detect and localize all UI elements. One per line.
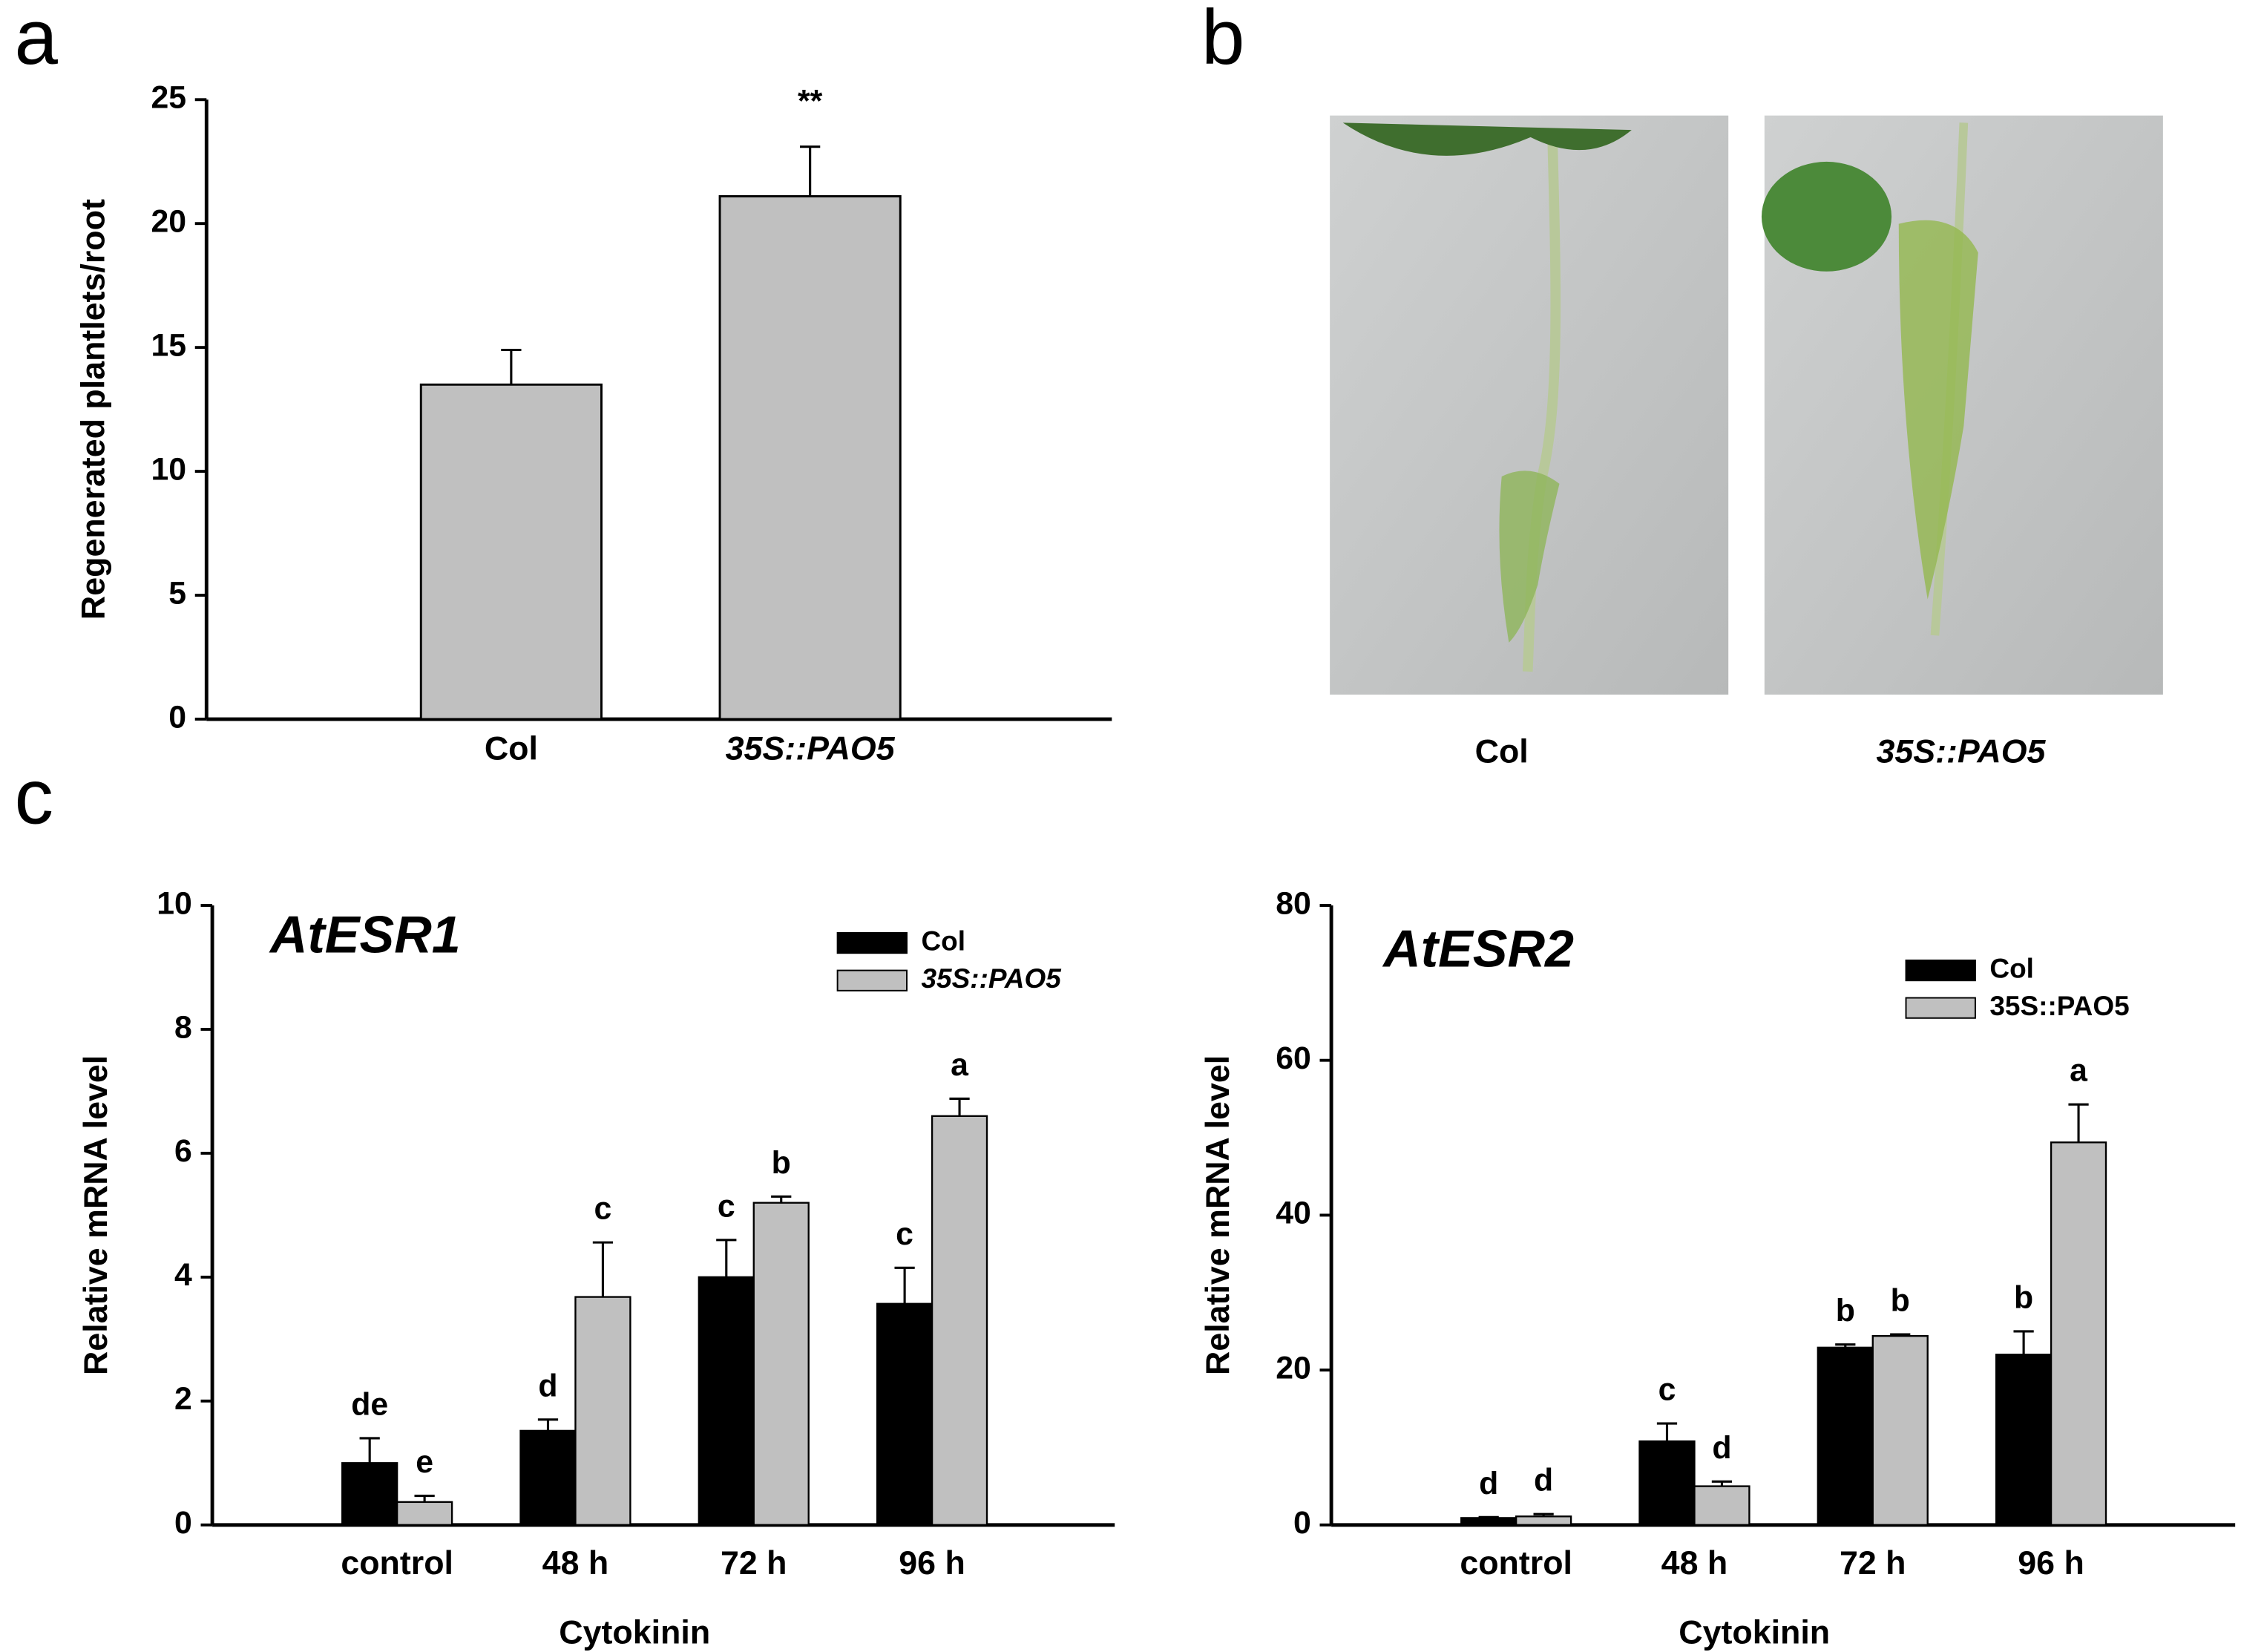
- x-tick-label: 72 h: [721, 1544, 787, 1581]
- panel-label: a: [15, 0, 59, 81]
- significance-letter: e: [416, 1444, 433, 1480]
- x-tick-label: 72 h: [1840, 1544, 1906, 1581]
- x-tick-label: 35S::PAO5: [726, 730, 896, 767]
- x-tick-label: control: [1460, 1544, 1572, 1581]
- significance-letter: d: [1479, 1466, 1498, 1501]
- legend-swatch: [836, 969, 908, 991]
- y-tick-label: 20: [151, 204, 186, 240]
- significance-letter: de: [351, 1386, 388, 1422]
- significance-letter: d: [538, 1368, 557, 1403]
- x-axis-label: Cytokinin: [559, 1613, 710, 1651]
- y-axis-label: Regenerated plantlets/root: [74, 199, 111, 620]
- x-tick-label: control: [341, 1544, 453, 1581]
- significance-letter: c: [718, 1188, 735, 1224]
- bar: [419, 383, 603, 721]
- bar: [1638, 1440, 1696, 1526]
- chart-title: AtESR1: [269, 905, 461, 963]
- photo-caption: Col: [1475, 733, 1529, 770]
- legend-swatch: [1905, 959, 1976, 982]
- bar: [698, 1276, 755, 1526]
- y-axis-label: Relative mRNA level: [77, 1055, 114, 1375]
- bar: [341, 1462, 398, 1526]
- significance-letter: d: [1712, 1430, 1731, 1466]
- x-axis-label: Cytokinin: [1679, 1613, 1830, 1651]
- y-tick-label: 0: [1293, 1505, 1311, 1541]
- y-tick-label: 0: [174, 1505, 192, 1541]
- y-tick-label: 80: [1276, 885, 1311, 921]
- bar: [1817, 1346, 1874, 1526]
- bar: [752, 1202, 810, 1526]
- significance-letter: c: [1658, 1372, 1676, 1408]
- y-tick-label: 5: [168, 575, 186, 611]
- bar: [1995, 1354, 2053, 1526]
- bar: [574, 1296, 631, 1526]
- x-tick-label: 96 h: [2018, 1544, 2084, 1581]
- bar: [1871, 1335, 1929, 1526]
- panel-label: b: [1201, 0, 1244, 81]
- y-tick-label: 60: [1276, 1040, 1311, 1076]
- bar: [1460, 1517, 1517, 1526]
- y-tick-label: 0: [168, 699, 186, 735]
- bar: [519, 1429, 577, 1526]
- bar: [396, 1501, 453, 1526]
- y-tick-label: 2: [174, 1381, 192, 1417]
- photo-col: [1330, 115, 1729, 695]
- y-tick-label: 4: [174, 1257, 192, 1293]
- significance-letter: b: [1836, 1293, 1855, 1328]
- significance-letter: c: [896, 1216, 913, 1252]
- legend-label: Col: [921, 925, 965, 956]
- legend-swatch: [836, 932, 908, 954]
- x-tick-label: 96 h: [899, 1544, 965, 1581]
- significance-letter: b: [1891, 1283, 1910, 1319]
- y-tick-label: 10: [151, 451, 186, 487]
- significance-letter: b: [772, 1145, 791, 1181]
- y-tick-label: 40: [1276, 1196, 1311, 1231]
- significance-letter: d: [1534, 1463, 1553, 1498]
- chart-title: AtESR2: [1382, 920, 1574, 978]
- bar: [2050, 1141, 2107, 1526]
- y-tick-label: 15: [151, 327, 186, 363]
- y-tick-label: 25: [151, 80, 186, 116]
- y-tick-label: 20: [1276, 1350, 1311, 1386]
- legend-label: 35S::PAO5: [921, 963, 1061, 994]
- bar: [931, 1115, 988, 1526]
- y-tick-label: 10: [157, 885, 192, 921]
- y-axis-label: Relative mRNA level: [1199, 1055, 1236, 1375]
- x-tick-label: Col: [485, 730, 538, 767]
- bar: [876, 1302, 934, 1526]
- significance-letter: c: [594, 1191, 612, 1227]
- legend-label: 35S::PAO5: [1989, 991, 2129, 1021]
- bar: [1515, 1515, 1572, 1526]
- significance: **: [798, 84, 823, 119]
- panel-label: c: [15, 754, 54, 841]
- legend-swatch: [1905, 997, 1976, 1019]
- significance-letter: a: [2070, 1053, 2088, 1089]
- photo-caption: 35S::PAO5: [1876, 733, 2046, 770]
- y-tick-label: 6: [174, 1133, 192, 1169]
- bar: [718, 195, 902, 721]
- photo-pao5: [1761, 115, 2163, 695]
- x-tick-label: 48 h: [1661, 1544, 1728, 1581]
- y-tick-label: 8: [174, 1009, 192, 1045]
- x-tick-label: 48 h: [542, 1544, 609, 1581]
- significance-letter: a: [951, 1047, 969, 1083]
- legend-label: Col: [1989, 953, 2034, 983]
- significance-letter: b: [2014, 1279, 2033, 1315]
- bar: [1693, 1485, 1751, 1526]
